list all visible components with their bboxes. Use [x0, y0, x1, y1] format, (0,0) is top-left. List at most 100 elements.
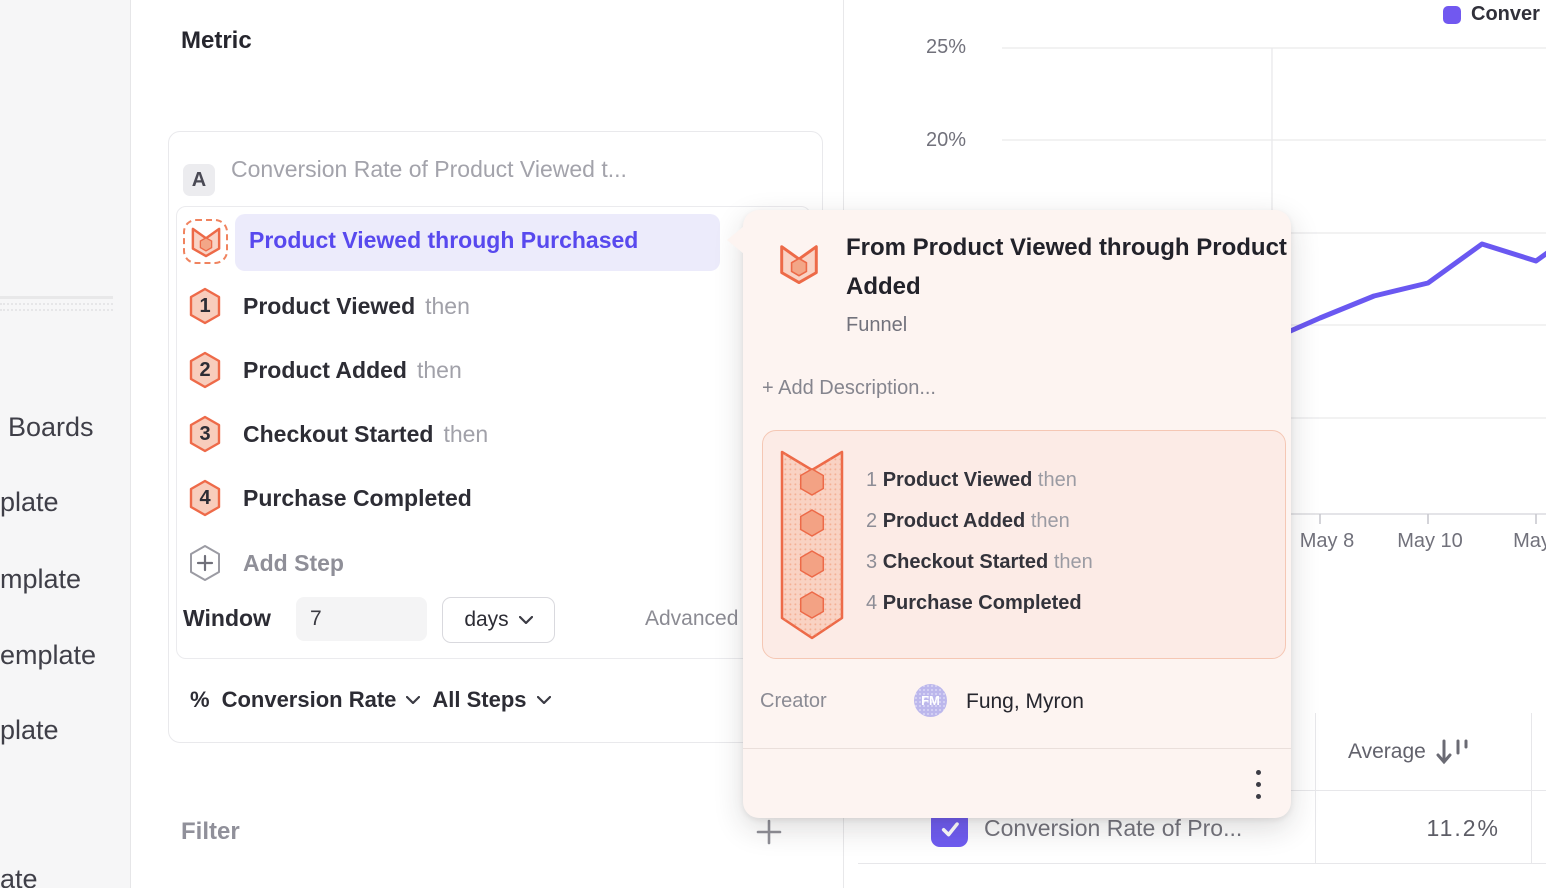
measurement-dropdown[interactable]: Conversion Rate: [222, 687, 421, 713]
add-step-hexagon-icon: [188, 544, 222, 582]
window-input[interactable]: [296, 597, 427, 641]
chart-legend[interactable]: Conver: [1443, 3, 1540, 26]
funnel-step-2[interactable]: 2 Product Added then: [188, 351, 462, 389]
checkmark-icon: [941, 821, 959, 836]
step-2-hexagon-icon: 2: [188, 351, 222, 389]
window-unit-label: days: [464, 608, 509, 631]
popover-step-1-name: Product Viewed: [882, 469, 1033, 491]
sidebar-item-boards[interactable]: Boards: [8, 412, 94, 442]
step-1-then: then: [425, 292, 470, 319]
popover-step-1: 1 Product Viewed then: [866, 469, 1077, 492]
table-header-divider: [1100, 790, 1546, 791]
sidebar-item-template-5[interactable]: ate: [0, 864, 38, 888]
popover-type-label: Funnel: [846, 314, 908, 336]
funnel-icon: [780, 245, 818, 285]
selected-step-label: Product Viewed through Purchased: [249, 227, 639, 253]
filter-section-title: Filter: [181, 818, 240, 845]
step-3-number: 3: [199, 422, 211, 445]
funnel-details-popover: From Product Viewed through Product Adde…: [743, 210, 1291, 818]
table-column-divider-left: [1315, 713, 1316, 863]
popover-step-2: 2 Product Added then: [866, 510, 1070, 533]
more-options-icon[interactable]: [1256, 770, 1261, 799]
popover-title: From Product Viewed through Product Adde…: [846, 234, 1287, 300]
popover-caret: [727, 226, 744, 254]
popover-footer-divider: [743, 748, 1291, 749]
advanced-link[interactable]: Advanced: [645, 607, 739, 630]
step-1-number: 1: [199, 294, 211, 317]
measured-as-row: % Conversion Rate All Steps: [190, 687, 551, 713]
sidebar-item-template-1[interactable]: plate: [0, 487, 59, 517]
step-3-then: then: [443, 420, 489, 447]
popover-step-4: 4 Purchase Completed: [866, 592, 1082, 615]
steps-scope-dropdown[interactable]: All Steps: [432, 687, 551, 713]
sidebar-divider: [0, 296, 113, 299]
creator-avatar: FM: [914, 684, 947, 717]
table-row-divider: [858, 863, 1546, 864]
step-2-then: then: [416, 356, 462, 383]
popover-step-2-number: 2: [866, 510, 878, 532]
sidebar-divider-dots-2: [0, 309, 113, 311]
average-header-label: Average: [1348, 740, 1426, 763]
y-axis-tick-20: 20%: [925, 129, 966, 151]
table-row-series-name[interactable]: Conversion Rate of Pro...: [984, 815, 1243, 841]
percent-symbol: %: [190, 687, 210, 712]
step-4-hexagon-icon: 4: [188, 479, 222, 517]
series-a-badge: A: [183, 164, 215, 196]
legend-series-swatch: [1443, 5, 1461, 24]
funnel-icon: [191, 227, 220, 257]
chevron-down-icon: [518, 616, 533, 624]
sidebar-divider-dots-1: [0, 303, 113, 305]
popover-step-1-then: then: [1037, 469, 1077, 491]
sort-descending-icon[interactable]: [1436, 738, 1470, 766]
measurement-label: Conversion Rate: [221, 687, 397, 712]
popover-step-2-then: then: [1030, 510, 1070, 532]
sidebar-item-template-3[interactable]: emplate: [0, 640, 97, 670]
sidebar-item-template-2[interactable]: mplate: [0, 564, 82, 594]
y-axis-tick-25: 25%: [925, 36, 966, 58]
popover-step-4-name: Purchase Completed: [882, 592, 1082, 614]
window-label: Window: [183, 605, 271, 631]
funnel-ribbon-icon: [780, 450, 844, 640]
popover-step-3-number: 3: [866, 551, 878, 573]
funnel-metric-icon-box[interactable]: [183, 219, 228, 264]
funnel-step-3[interactable]: 3 Checkout Started then: [188, 415, 488, 453]
add-step-button[interactable]: Add Step: [188, 544, 344, 582]
table-column-divider-right: [1531, 713, 1532, 863]
step-4-number: 4: [199, 486, 211, 509]
popover-step-3-then: then: [1053, 551, 1093, 573]
x-axis-tick-may8: May 8: [1299, 530, 1355, 552]
chevron-down-icon: [536, 696, 551, 704]
popover-step-1-number: 1: [866, 469, 878, 491]
sidebar-item-template-4[interactable]: plate: [0, 715, 59, 745]
funnel-step-4[interactable]: 4 Purchase Completed: [188, 479, 472, 517]
popover-step-3: 3 Checkout Started then: [866, 551, 1093, 574]
window-unit-dropdown[interactable]: days: [442, 597, 555, 643]
x-axis-tick-may10: May 10: [1397, 530, 1463, 552]
step-1-name: Product Viewed: [243, 292, 416, 319]
selected-step-pill[interactable]: Product Viewed through Purchased: [235, 214, 720, 271]
popover-steps-card: 1 Product Viewed then 2 Product Added th…: [762, 430, 1286, 659]
add-description-button[interactable]: + Add Description...: [762, 377, 936, 399]
chevron-down-icon: [406, 696, 421, 704]
step-3-hexagon-icon: 3: [188, 415, 222, 453]
steps-scope-label: All Steps: [432, 687, 527, 712]
step-2-number: 2: [199, 358, 211, 381]
table-row-average-value: 11.2%: [1426, 815, 1500, 841]
add-step-label: Add Step: [243, 549, 344, 576]
add-filter-icon[interactable]: [756, 819, 782, 845]
legend-series-label: Conver: [1471, 3, 1540, 25]
creator-name: Fung, Myron: [966, 690, 1084, 713]
left-sidebar: Boards plate mplate emplate plate ate: [0, 0, 131, 888]
x-axis-tick-may12: May: [1513, 530, 1546, 552]
step-3-name: Checkout Started: [243, 420, 434, 447]
funnel-step-1[interactable]: 1 Product Viewed then: [188, 287, 470, 325]
table-header-average[interactable]: Average: [1348, 738, 1470, 766]
step-4-name: Purchase Completed: [243, 484, 472, 511]
step-2-name: Product Added: [243, 356, 407, 383]
series-a-name[interactable]: Conversion Rate of Product Viewed t...: [231, 156, 627, 182]
creator-label: Creator: [760, 690, 827, 712]
popover-step-2-name: Product Added: [882, 510, 1026, 532]
step-1-hexagon-icon: 1: [188, 287, 222, 325]
metric-section-title: Metric: [181, 27, 252, 54]
